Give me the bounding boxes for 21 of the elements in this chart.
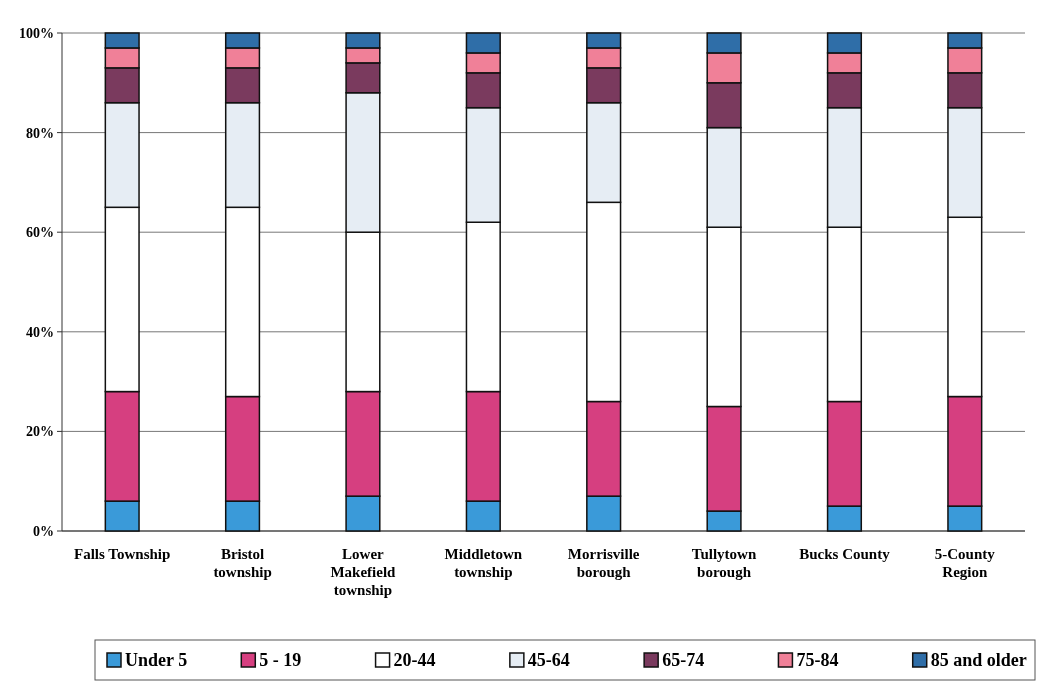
x-tick-label: Tullytown borough [691, 546, 757, 580]
legend-label: 5 - 19 [259, 650, 302, 670]
x-tick-label: Bristol township [213, 546, 272, 580]
legend-label: 75-84 [796, 650, 839, 670]
x-tick-label: Bucks County [799, 546, 891, 562]
y-tick-label: 0% [33, 523, 54, 539]
x-tick-label: 5-County Region [934, 546, 996, 580]
legend-label: Under 5 [125, 650, 188, 670]
legend-label: 65-74 [662, 650, 705, 670]
x-tick-label: Falls Township [74, 546, 171, 562]
y-tick-label: 20% [26, 424, 54, 440]
y-tick-label: 100% [19, 25, 54, 41]
legend-label: 45-64 [527, 650, 570, 670]
x-tick-label: Morrisville borough [567, 546, 640, 580]
legend-label: 85 and older [930, 650, 1027, 670]
x-tick-label: Lower Makefield township [330, 546, 397, 598]
y-tick-label: 40% [26, 324, 54, 340]
x-tick-label: Middletown township [444, 546, 523, 580]
y-tick-label: 60% [26, 225, 54, 241]
y-tick-label: 80% [26, 125, 54, 141]
legend-label: 20-44 [393, 650, 436, 670]
